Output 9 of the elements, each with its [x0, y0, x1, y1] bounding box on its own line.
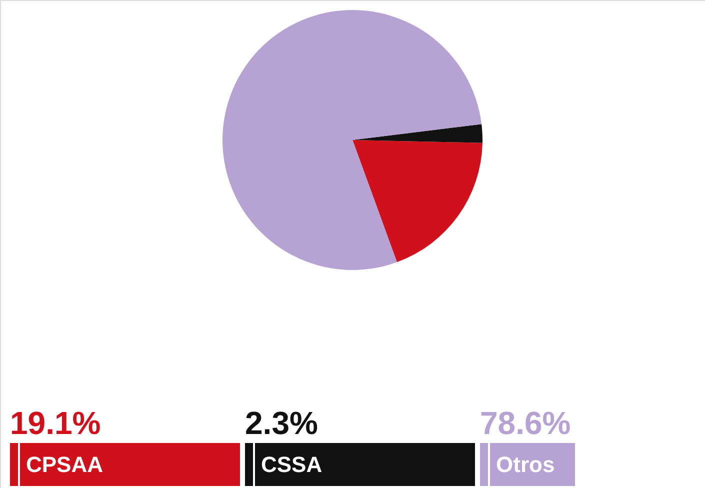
- legend-label: Otros: [496, 452, 555, 477]
- data-label: 19.1%: [10, 405, 101, 441]
- legend-label: CSSA: [261, 452, 322, 477]
- data-label: 78.6%: [480, 405, 571, 441]
- pie-slice: [352, 124, 482, 143]
- legend-label: CPSAA: [26, 452, 104, 477]
- data-label: 2.3%: [245, 405, 318, 441]
- pie-slice: [222, 10, 482, 270]
- pie-slice: [352, 140, 482, 262]
